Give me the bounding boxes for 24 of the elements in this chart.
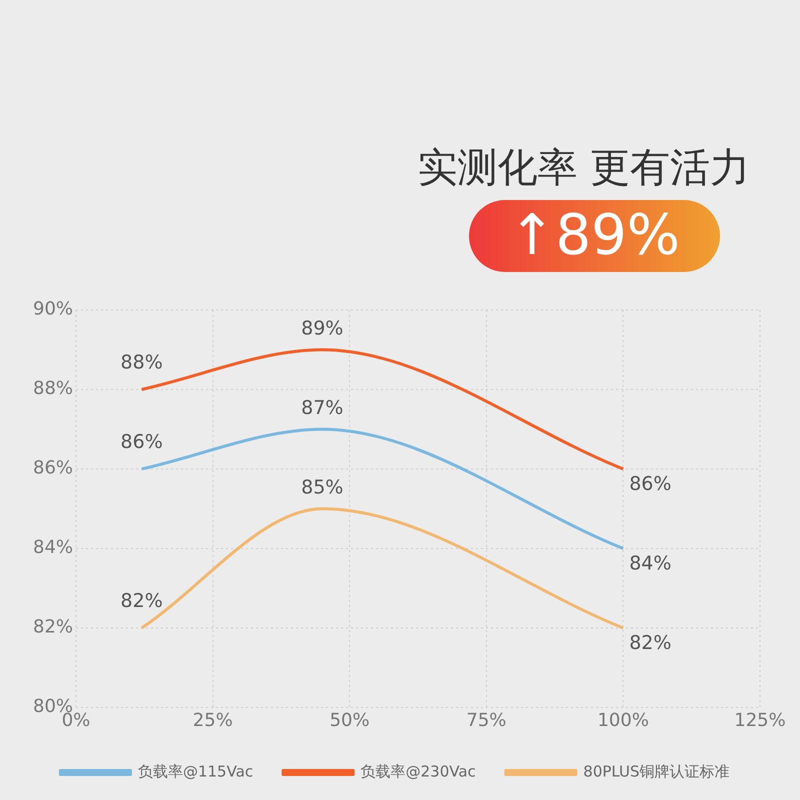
y-tick-label: 82% (32, 616, 74, 638)
data-label: 86% (120, 430, 163, 453)
chart-subtitle: ↑89% (468, 200, 720, 272)
x-tick-label: 50% (330, 710, 370, 731)
legend-label: 80PLUS铜牌认证标准 (583, 762, 730, 780)
y-tick-label: 88% (32, 378, 74, 400)
y-tick-label: 90% (32, 298, 74, 320)
chart-title: 实测化率 更有活力 (417, 144, 750, 193)
data-label: 82% (629, 632, 672, 654)
data-label: 82% (120, 590, 163, 612)
data-label: 86% (629, 472, 672, 495)
data-label: 84% (629, 552, 672, 574)
y-tick-label: 84% (32, 537, 74, 558)
data-label: 85% (301, 476, 344, 499)
y-tick-label: 86% (32, 458, 74, 479)
data-label: 88% (120, 351, 163, 374)
x-tick-label: 100% (597, 710, 649, 731)
legend-label: 负载率@230Vac (360, 762, 476, 780)
x-tick-label: 25% (192, 710, 233, 731)
x-tick-label: 75% (466, 710, 506, 731)
legend-label: 负载率@115Vac (138, 762, 254, 780)
data-label: 89% (301, 318, 344, 340)
x-tick-label: 125% (734, 710, 786, 731)
data-label: 87% (301, 397, 344, 420)
